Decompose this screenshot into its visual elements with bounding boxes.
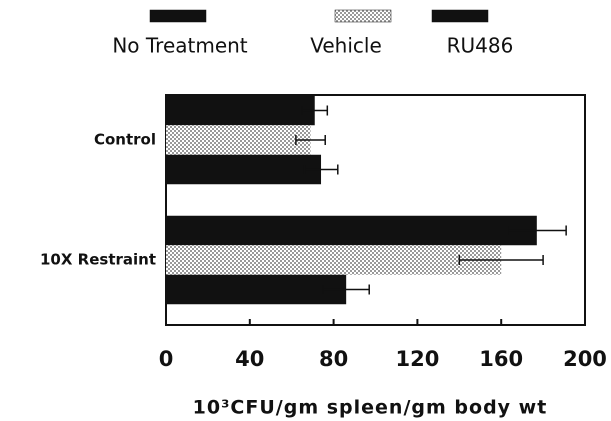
- bar: [166, 274, 347, 305]
- y-tick-label: Control: [94, 131, 156, 149]
- error-bar: [295, 135, 326, 145]
- error-bar: [301, 105, 329, 116]
- legend-label: No Treatment: [112, 34, 247, 58]
- legend-label: Vehicle: [310, 34, 382, 58]
- legend-label: RU486: [447, 34, 514, 58]
- x-axis-label: 10³CFU/gm spleen/gm body wt: [193, 397, 548, 419]
- y-tick-label: 10X Restraint: [40, 251, 156, 269]
- bar: [166, 95, 315, 126]
- bar: [166, 245, 502, 275]
- x-tick-label: 200: [563, 347, 607, 371]
- legend-swatch: [334, 9, 392, 23]
- legend-swatch: [431, 9, 489, 23]
- error-bar: [506, 225, 567, 236]
- x-tick-label: 0: [159, 347, 174, 371]
- bar: [166, 215, 537, 246]
- bar: [166, 154, 322, 185]
- plot-frame: [165, 94, 586, 326]
- bar: [166, 125, 311, 155]
- error-bar: [322, 284, 370, 295]
- x-tick-label: 40: [235, 347, 264, 371]
- error-bar: [303, 164, 339, 175]
- x-tick-label: 160: [479, 347, 523, 371]
- error-bar: [458, 255, 544, 265]
- legend-swatch: [149, 9, 207, 23]
- x-tick-label: 120: [395, 347, 439, 371]
- x-tick-label: 80: [319, 347, 348, 371]
